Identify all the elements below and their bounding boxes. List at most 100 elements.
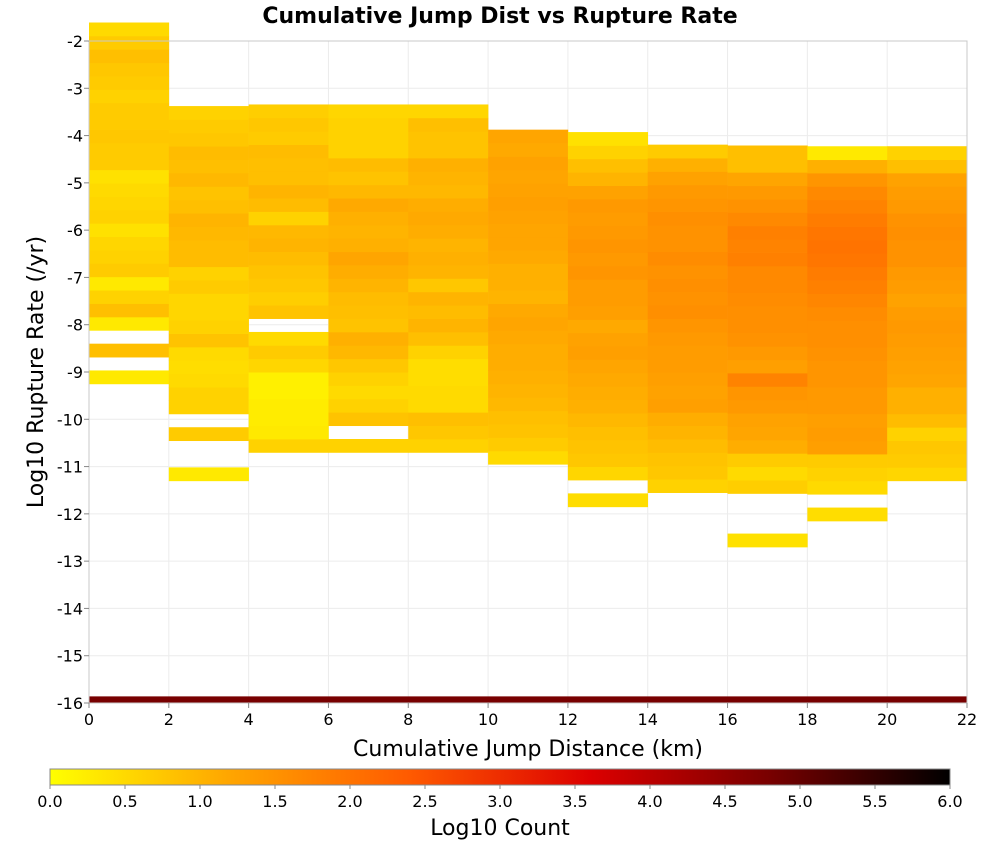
heatmap-cell (727, 319, 808, 334)
heatmap-baseline-band (89, 696, 967, 703)
heatmap-cell (807, 320, 888, 334)
heatmap-cell (408, 425, 489, 440)
heatmap-cell (567, 372, 649, 387)
heatmap-cell (567, 185, 649, 200)
heatmap-cell (647, 198, 728, 212)
heatmap-cell (647, 305, 728, 320)
heatmap-cell (248, 184, 329, 199)
colorbar-tick-label: 2.5 (412, 792, 437, 811)
heatmap-cell (807, 266, 888, 281)
heatmap-cell (807, 146, 888, 161)
heatmap-cell (887, 346, 968, 361)
heatmap-cell (408, 372, 489, 386)
x-tick-label: 20 (877, 710, 897, 729)
heatmap-cell (328, 345, 409, 360)
heatmap-cell (887, 467, 968, 482)
heatmap-cell (488, 169, 569, 184)
heatmap-cell (89, 236, 170, 251)
heatmap-cell (567, 346, 649, 360)
heatmap-cell (328, 358, 409, 373)
heatmap-cell (727, 399, 808, 414)
heatmap-cell (647, 385, 728, 400)
heatmap-cell (488, 303, 569, 318)
heatmap-cell (488, 383, 569, 398)
heatmap-cell (328, 117, 409, 132)
heatmap-cell (89, 370, 170, 385)
heatmap-cell (328, 265, 409, 279)
heatmap-cell (488, 370, 569, 385)
heatmap-cell (488, 317, 569, 331)
heatmap-cell (328, 238, 409, 253)
colorbar-tick-label: 6.0 (937, 792, 962, 811)
heatmap-cells (89, 22, 968, 703)
heatmap-cell (89, 142, 170, 157)
heatmap-cell (887, 199, 968, 214)
heatmap-cell (168, 293, 249, 308)
heatmap-cell (727, 346, 808, 361)
colorbar-tick-label: 0.5 (112, 792, 137, 811)
heatmap-cell (89, 316, 170, 331)
heatmap-cell (887, 280, 968, 294)
heatmap-cell (887, 159, 968, 174)
heatmap-cell (488, 290, 569, 305)
heatmap-cell (887, 413, 968, 428)
heatmap-cell (647, 318, 728, 333)
heatmap-cell (328, 412, 409, 427)
heatmap-cell (408, 318, 489, 333)
heatmap-cell (328, 198, 409, 212)
y-tick-label: -6 (67, 221, 83, 240)
heatmap-cell (89, 183, 170, 197)
heatmap-cell (647, 211, 728, 226)
heatmap-cell (408, 305, 489, 319)
y-tick-label: -7 (67, 268, 83, 287)
heatmap-cell (328, 305, 409, 319)
x-axis-ticks: 0 2 4 6 8 10 12 14 16 18 20 22 (84, 703, 977, 729)
heatmap-cell (488, 236, 569, 251)
heatmap-cell (168, 226, 249, 241)
heatmap-cell (807, 159, 888, 174)
colorbar-tick-label: 5.0 (787, 792, 812, 811)
heatmap-cell (248, 385, 329, 400)
heatmap-cell (567, 386, 649, 401)
heatmap-cell (408, 278, 489, 293)
x-tick-label: 14 (638, 710, 658, 729)
heatmap-cell (408, 117, 489, 132)
heatmap-cell (887, 373, 968, 388)
heatmap-cell (248, 439, 329, 453)
heatmap-cell (727, 332, 808, 347)
heatmap-cell (89, 169, 170, 184)
heatmap-cell (248, 331, 329, 346)
heatmap-cell (727, 453, 808, 468)
heatmap-cell (248, 131, 329, 145)
heatmap-cell (727, 239, 808, 253)
heatmap-cell (727, 439, 808, 454)
heatmap-cell (408, 171, 489, 186)
y-tick-label: -14 (57, 599, 83, 618)
y-tick-label: -13 (57, 552, 83, 571)
x-tick-label: 8 (403, 710, 413, 729)
heatmap-cell (328, 372, 409, 386)
heatmap-cell (647, 412, 728, 427)
heatmap-cell (488, 450, 569, 465)
heatmap-cell (807, 346, 888, 361)
heatmap-cell (567, 413, 649, 427)
heatmap-cell (647, 452, 728, 467)
heatmap-cell (89, 89, 170, 104)
heatmap-cell (647, 465, 728, 480)
heatmap-cell (328, 104, 409, 119)
heatmap-cell (89, 209, 170, 224)
heatmap-cell (248, 251, 329, 266)
heatmap-cell (168, 132, 249, 147)
heatmap-cell (408, 211, 489, 226)
heatmap-cell (168, 320, 249, 334)
heatmap-cell (248, 198, 329, 212)
heatmap-cell (567, 145, 649, 160)
heatmap-cell (727, 359, 808, 374)
heatmap-cell (248, 278, 329, 293)
heatmap-cell (647, 358, 728, 373)
y-tick-label: -15 (57, 647, 83, 666)
heatmap-cell (248, 211, 329, 226)
chart-title: Cumulative Jump Dist vs Rupture Rate (262, 4, 737, 29)
heatmap-cell (408, 358, 489, 373)
heatmap-cell (807, 239, 888, 254)
